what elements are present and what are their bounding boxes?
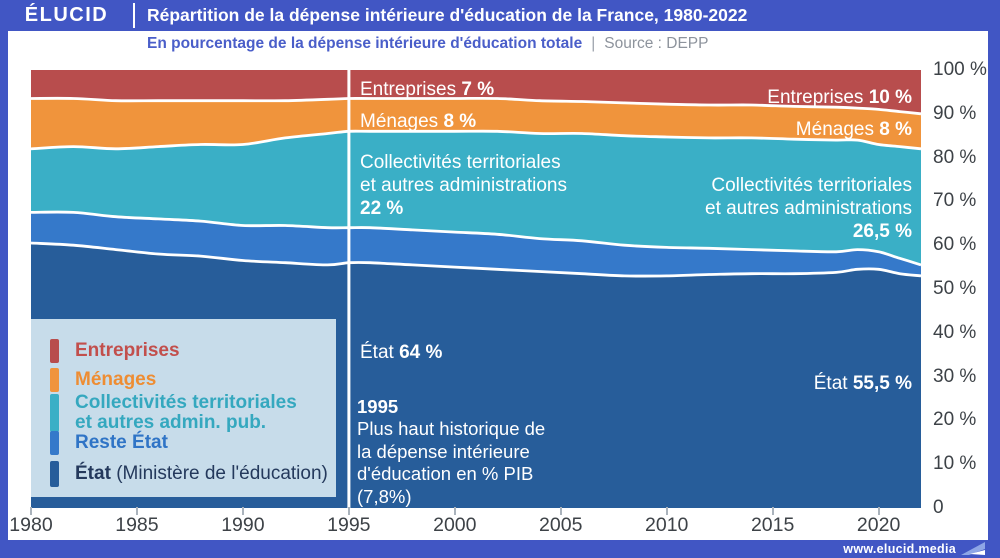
annotation-entreprises-2022: Entreprises 10 % (767, 87, 912, 108)
x-tick-mark (30, 507, 32, 515)
legend-label-etat: État (Ministère de l'éducation) (75, 463, 328, 484)
x-tick-mark (877, 507, 880, 515)
layer-boundary-line-4 (30, 96, 922, 116)
legend-swatch-etat (50, 461, 59, 487)
area-layer-3 (31, 131, 921, 265)
x-tick-mark (135, 507, 138, 515)
x-tick-label: 2020 (856, 514, 901, 536)
annotation-menages-2022: Ménages 8 % (795, 119, 912, 140)
highlight-year-line-1995 (347, 70, 351, 508)
x-tick-label: 1995 (327, 514, 371, 536)
legend-item-collectivites: Collectivités territoriales et autres adm… (50, 393, 297, 433)
area-layer-5 (31, 70, 921, 114)
annotation-collectivites-1995: Collectivités territoriales et autres ad… (360, 152, 567, 219)
elucid-logo: ÉLUCID (24, 4, 109, 26)
page-title: Répartition de la dépense intérieure d'é… (147, 5, 748, 25)
legend-swatch-entreprises (50, 339, 59, 363)
subtitle-row: En pourcentage de la dépense intérieure … (147, 33, 708, 55)
logo-separator (133, 3, 135, 28)
area-layer-4 (31, 98, 921, 149)
legend-item-etat: État (Ministère de l'éducation) (50, 461, 328, 487)
layer-boundary-line-2 (30, 210, 922, 267)
x-tick-mark (347, 507, 350, 515)
x-tick-label: 1980 (9, 514, 53, 536)
y-tick-label: 60 % (933, 234, 977, 256)
legend-item-reste-etat: Reste État (50, 431, 168, 455)
annotation-etat-2022: État 55,5 % (813, 373, 912, 394)
layer-boundary-line-1 (30, 241, 922, 278)
annotation-entreprises-1995: Entreprises 7 % (360, 79, 495, 100)
y-tick-label: 40 % (933, 321, 977, 343)
x-tick-label: 2005 (539, 514, 583, 536)
y-tick-label: 90 % (933, 102, 977, 124)
legend-item-menages: Ménages (50, 368, 156, 392)
y-tick-label: 20 % (933, 409, 977, 431)
legend-item-entreprises: Entreprises (50, 339, 180, 363)
x-tick-label: 2000 (433, 514, 477, 536)
x-tick-label: 2010 (645, 514, 689, 536)
chart-legend: Entreprises Ménages Collectivités territor… (31, 319, 336, 497)
source-label: Source : DEPP (604, 35, 709, 52)
footer-website-link[interactable]: www.elucid.media (843, 542, 956, 556)
annotation-collectivites-2022: Collectivités territoriales et autres ad… (705, 175, 912, 242)
annotation-etat-1995: État 64 % (360, 342, 443, 363)
chart-subtitle: En pourcentage de la dépense intérieure … (147, 35, 583, 52)
y-tick-label: 70 % (933, 190, 977, 212)
x-tick-label: 2015 (750, 514, 795, 536)
y-tick-label: 10 % (933, 453, 977, 475)
legend-swatch-collectivites (50, 394, 59, 432)
y-tick-label: 80 % (933, 146, 977, 168)
x-tick-label: 1985 (115, 514, 159, 536)
y-tick-label: 0 (933, 497, 944, 518)
x-tick-mark (453, 507, 456, 515)
elucid-flag-icon (961, 542, 985, 555)
legend-swatch-menages (50, 368, 59, 392)
y-tick-label: 100 % (933, 59, 987, 80)
legend-label-entreprises: Entreprises (75, 340, 180, 361)
legend-swatch-reste-etat (50, 431, 59, 455)
annotation-event-1995: 1995 Plus haut historique de la dépense … (357, 396, 546, 507)
y-tick-label: 50 % (933, 278, 977, 299)
x-tick-mark (771, 507, 774, 515)
legend-label-reste-etat: Reste État (75, 432, 168, 453)
x-tick-mark (241, 507, 244, 515)
layer-boundary-line-3 (30, 129, 922, 151)
x-tick-mark (665, 507, 668, 515)
legend-label-menages: Ménages (75, 369, 157, 390)
subtitle-separator: | (591, 35, 596, 52)
legend-label-collectivites: Collectivités territoriales et autres adm… (75, 392, 297, 433)
x-tick-label: 1990 (221, 514, 265, 536)
annotation-menages-1995: Ménages 8 % (360, 111, 477, 132)
x-tick-mark (559, 507, 562, 515)
y-tick-label: 30 % (933, 365, 977, 387)
